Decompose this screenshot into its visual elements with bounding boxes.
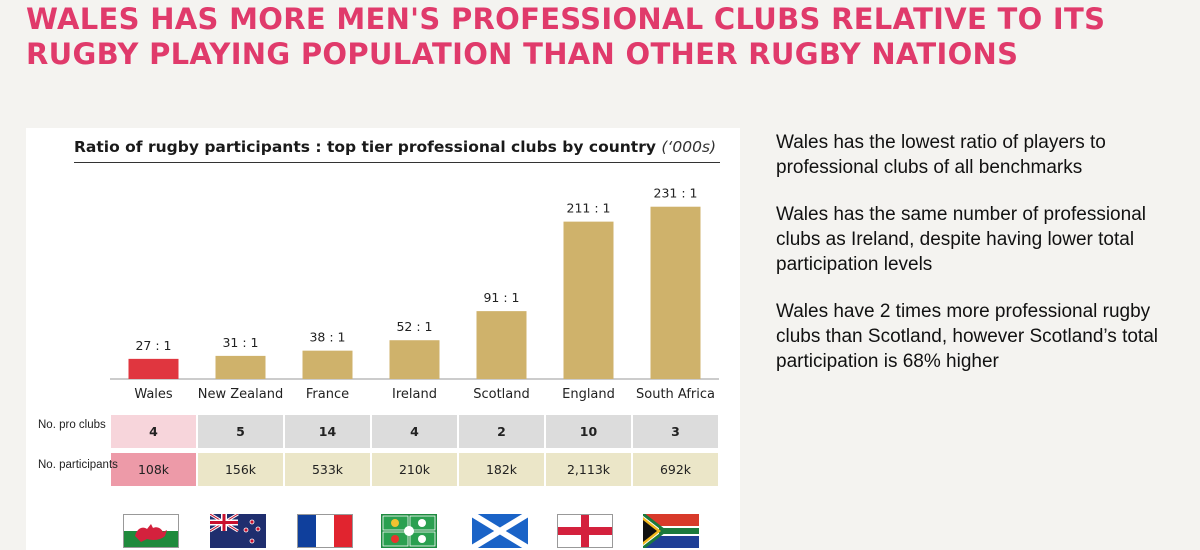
wales-flag-icon — [123, 514, 179, 548]
data-label: 38 : 1 — [309, 330, 345, 345]
data-label: 231 : 1 — [654, 186, 698, 201]
category-label: South Africa — [636, 387, 715, 402]
pro-clubs-value: 5 — [236, 424, 245, 439]
pro-clubs-value: 10 — [580, 424, 598, 439]
category-label: France — [306, 387, 349, 402]
bar-france — [302, 350, 353, 379]
pro-clubs-value: 3 — [671, 424, 680, 439]
data-label: 31 : 1 — [222, 335, 258, 350]
side-text-1: Wales has the lowest ratio of players to… — [776, 132, 1106, 178]
participants-cell — [459, 453, 544, 486]
pro-clubs-cell — [111, 415, 196, 448]
participants-row-label: No. participants — [38, 459, 118, 471]
new-zealand-flag-icon — [210, 514, 266, 548]
participants-value: 108k — [138, 462, 170, 477]
chart-title-text: Ratio of rugby participants : top tier p… — [74, 138, 656, 156]
pro-clubs-value: 4 — [149, 424, 158, 439]
pro-clubs-cell — [285, 415, 370, 448]
pro-clubs-cell — [372, 415, 457, 448]
ireland-rugby-flag-icon — [381, 514, 437, 548]
pro-clubs-cell — [546, 415, 631, 448]
participants-value: 182k — [486, 462, 518, 477]
data-label: 27 : 1 — [135, 338, 171, 353]
pro-clubs-cell — [198, 415, 283, 448]
participants-value: 2,113k — [567, 462, 611, 477]
data-label: 211 : 1 — [567, 201, 611, 216]
bar-south-africa — [650, 206, 701, 379]
participants-cell — [546, 453, 631, 486]
pro-clubs-value: 2 — [497, 424, 506, 439]
side-text-2: Wales has the same number of professiona… — [776, 204, 1146, 275]
category-label: England — [562, 387, 615, 402]
category-label: Ireland — [392, 387, 437, 402]
participants-cell — [111, 453, 196, 486]
participants-value: 692k — [660, 462, 692, 477]
pro-clubs-cell — [459, 415, 544, 448]
south-africa-flag-icon — [643, 514, 699, 548]
participants-value: 210k — [399, 462, 431, 477]
bar-chart: 27 : 1 Wales 4 108k 31 : 1 New Zealand 5 156k 38… — [110, 186, 719, 486]
chart-title: Ratio of rugby participants : top tier p… — [74, 138, 716, 156]
headline: WALES HAS MORE MEN'S PROFESSIONAL CLUBS … — [26, 2, 1106, 71]
category-label: New Zealand — [198, 387, 283, 402]
title-rule — [74, 162, 720, 163]
bar-new-zealand — [215, 355, 266, 379]
side-commentary: Wales has the lowest ratio of players to… — [776, 130, 1186, 396]
bar-england — [563, 221, 614, 379]
side-text-3: Wales have 2 times more professional rug… — [776, 301, 1158, 372]
data-label: 52 : 1 — [396, 319, 432, 334]
france-flag-icon — [297, 514, 353, 548]
participants-value: 156k — [225, 462, 257, 477]
pro-clubs-cell — [633, 415, 718, 448]
chart-title-unit: (‘000s) — [661, 138, 717, 156]
participants-cell — [285, 453, 370, 486]
pro-clubs-value: 14 — [319, 424, 337, 439]
pro-clubs-value: 4 — [410, 424, 419, 439]
bar-wales — [128, 358, 179, 379]
bar-ireland — [389, 340, 440, 379]
bar-scotland — [476, 311, 527, 379]
participants-cell — [633, 453, 718, 486]
participants-value: 533k — [312, 462, 344, 477]
participants-cell — [198, 453, 283, 486]
chart-panel: Ratio of rugby participants : top tier p… — [26, 128, 740, 550]
england-flag-icon — [557, 514, 613, 548]
participants-cell — [372, 453, 457, 486]
category-label: Scotland — [473, 387, 530, 402]
data-label: 91 : 1 — [483, 290, 519, 305]
category-label: Wales — [134, 387, 173, 402]
pro-clubs-row-label: No. pro clubs — [38, 419, 106, 431]
scotland-flag-icon — [472, 514, 528, 548]
